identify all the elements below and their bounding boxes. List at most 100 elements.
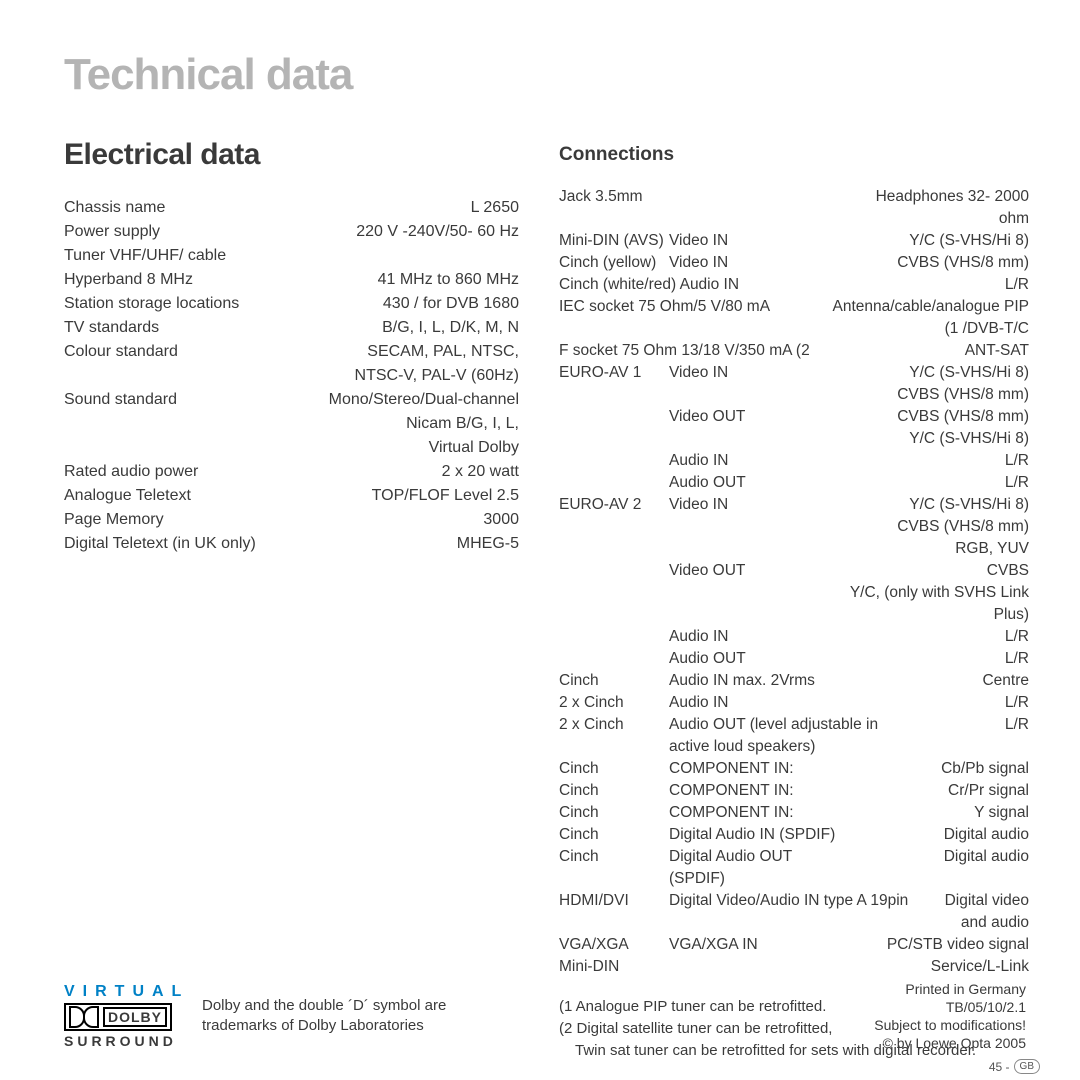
connection-label: IEC socket 75 Ohm/5 V/80 mA: [559, 296, 819, 340]
connection-port: [559, 472, 669, 494]
spec-value: 3000: [164, 508, 519, 532]
imprint: Printed in GermanyTB/05/10/2.1Subject to…: [874, 980, 1026, 1052]
connection-label: F socket 75 Ohm 13/18 V/350 mA (2: [559, 340, 819, 362]
connection-port: Cinch: [559, 780, 669, 802]
spec-label: Analogue Teletext: [64, 484, 191, 508]
connection-signal: Digital Video/Audio IN type A 19pin: [669, 890, 919, 934]
connection-signal: [669, 428, 849, 450]
connection-row: IEC socket 75 Ohm/5 V/80 mAAntenna/cable…: [559, 296, 1029, 340]
connection-signal: Audio OUT: [669, 648, 849, 670]
connection-signal: COMPONENT IN:: [669, 802, 849, 824]
dolby-surround-text: SURROUND: [64, 1033, 176, 1049]
connection-port: [559, 626, 669, 648]
connection-port: EURO-AV 2: [559, 494, 669, 516]
spec-label: Power supply: [64, 220, 160, 244]
connection-value: Centre: [849, 670, 1029, 692]
imprint-line: TB/05/10/2.1: [874, 998, 1026, 1016]
connection-row: Cinch (yellow)Video INCVBS (VHS/8 mm): [559, 252, 1029, 274]
connection-row: HDMI/DVIDigital Video/Audio IN type A 19…: [559, 890, 1029, 934]
spec-label: Chassis name: [64, 196, 165, 220]
connection-port: [559, 428, 669, 450]
connection-row: Cinch (white/red) Audio INL/R: [559, 274, 1029, 296]
connection-value: Service/L-Link: [849, 956, 1029, 978]
spec-value: TOP/FLOF Level 2.5: [191, 484, 519, 508]
connection-port: [559, 516, 669, 538]
connection-row: Mini-DINService/L-Link: [559, 956, 1029, 978]
spec-row: Digital Teletext (in UK only)MHEG-5: [64, 532, 519, 556]
connection-port: Mini-DIN (AVS): [559, 230, 669, 252]
spec-label: Page Memory: [64, 508, 164, 532]
connection-signal: [669, 186, 849, 230]
connection-signal: Audio OUT: [669, 472, 849, 494]
spec-row: Virtual Dolby: [64, 436, 519, 460]
page-number: 45 - GB: [989, 1059, 1040, 1074]
connection-port: [559, 582, 669, 626]
connection-port: Cinch: [559, 802, 669, 824]
imprint-line: Printed in Germany: [874, 980, 1026, 998]
connection-value: Digital video and audio: [919, 890, 1029, 934]
connection-signal: Audio IN max. 2Vrms: [669, 670, 849, 692]
connection-value: Cr/Pr signal: [849, 780, 1029, 802]
spec-value: 430 / for DVB 1680: [239, 292, 519, 316]
connection-signal: [669, 956, 849, 978]
connection-row: Audio OUTL/R: [559, 472, 1029, 494]
connection-row: CVBS (VHS/8 mm): [559, 384, 1029, 406]
connection-signal: COMPONENT IN:: [669, 780, 849, 802]
connection-port: [559, 450, 669, 472]
spec-row: Station storage locations430 / for DVB 1…: [64, 292, 519, 316]
connection-value: CVBS (VHS/8 mm): [849, 252, 1029, 274]
connection-value: L/R: [849, 648, 1029, 670]
connection-value: Y signal: [849, 802, 1029, 824]
connection-row: Audio OUTL/R: [559, 648, 1029, 670]
connection-value: Y/C (S-VHS/Hi 8): [849, 494, 1029, 516]
connection-signal: Audio IN: [669, 692, 849, 714]
connection-signal: [669, 384, 849, 406]
connection-port: Cinch: [559, 758, 669, 780]
connection-port: [559, 538, 669, 560]
dolby-logo: VIRTUAL DOLBY SURROUND: [64, 983, 176, 1049]
connection-value: Y/C (S-VHS/Hi 8): [849, 230, 1029, 252]
connection-signal: Audio IN: [669, 626, 849, 648]
connection-row: CinchCOMPONENT IN:Cr/Pr signal: [559, 780, 1029, 802]
connection-row: CinchAudio IN max. 2VrmsCentre: [559, 670, 1029, 692]
connections-heading: Connections: [559, 144, 1029, 166]
spec-row: Hyperband 8 MHz41 MHz to 860 MHz: [64, 268, 519, 292]
connection-value: PC/STB video signal: [849, 934, 1029, 956]
connection-signal: Audio OUT (level adjustable in active lo…: [669, 714, 919, 758]
connection-port: Jack 3.5mm: [559, 186, 669, 230]
spec-value: 2 x 20 watt: [198, 460, 519, 484]
connection-port: [559, 406, 669, 428]
spec-row: Rated audio power2 x 20 watt: [64, 460, 519, 484]
connections-column: Connections Jack 3.5mmHeadphones 32- 200…: [559, 138, 1029, 1062]
spec-row: Tuner VHF/UHF/ cable: [64, 244, 519, 268]
spec-value: 41 MHz to 860 MHz: [193, 268, 519, 292]
spec-label: Hyperband 8 MHz: [64, 268, 193, 292]
connection-signal: Video IN: [669, 362, 849, 384]
spec-row: Colour standardSECAM, PAL, NTSC,: [64, 340, 519, 364]
electrical-data-column: Electrical data Chassis nameL 2650Power …: [64, 138, 519, 1062]
connection-value: L/R: [819, 274, 1029, 296]
dolby-virtual-text: VIRTUAL: [64, 983, 189, 1000]
connection-signal: Digital Audio IN (SPDIF): [669, 824, 849, 846]
spec-label: Colour standard: [64, 340, 178, 364]
dolby-word: DOLBY: [103, 1007, 167, 1027]
connection-row: Audio INL/R: [559, 450, 1029, 472]
spec-label: TV standards: [64, 316, 159, 340]
connection-value: CVBS: [849, 560, 1029, 582]
spec-row: Power supply220 V -240V/50- 60 Hz: [64, 220, 519, 244]
connection-signal: Video OUT: [669, 406, 849, 428]
connection-row: 2 x CinchAudio OUT (level adjustable in …: [559, 714, 1029, 758]
imprint-line: Subject to modifications!: [874, 1016, 1026, 1034]
connection-value: L/R: [849, 472, 1029, 494]
connection-value: Digital audio: [849, 846, 1029, 890]
connection-port: [559, 560, 669, 582]
spec-value: B/G, I, L, D/K, M, N: [159, 316, 519, 340]
connection-value: L/R: [849, 450, 1029, 472]
connection-row: Video OUTCVBS (VHS/8 mm): [559, 406, 1029, 428]
connection-port: 2 x Cinch: [559, 714, 669, 758]
spec-value: NTSC-V, PAL-V (60Hz): [64, 364, 519, 388]
spec-value: SECAM, PAL, NTSC,: [178, 340, 519, 364]
connection-value: Y/C (S-VHS/Hi 8): [849, 428, 1029, 450]
dolby-trademark-text: Dolby and the double ´D´ symbol are trad…: [202, 996, 502, 1036]
connection-value: Y/C (S-VHS/Hi 8): [849, 362, 1029, 384]
